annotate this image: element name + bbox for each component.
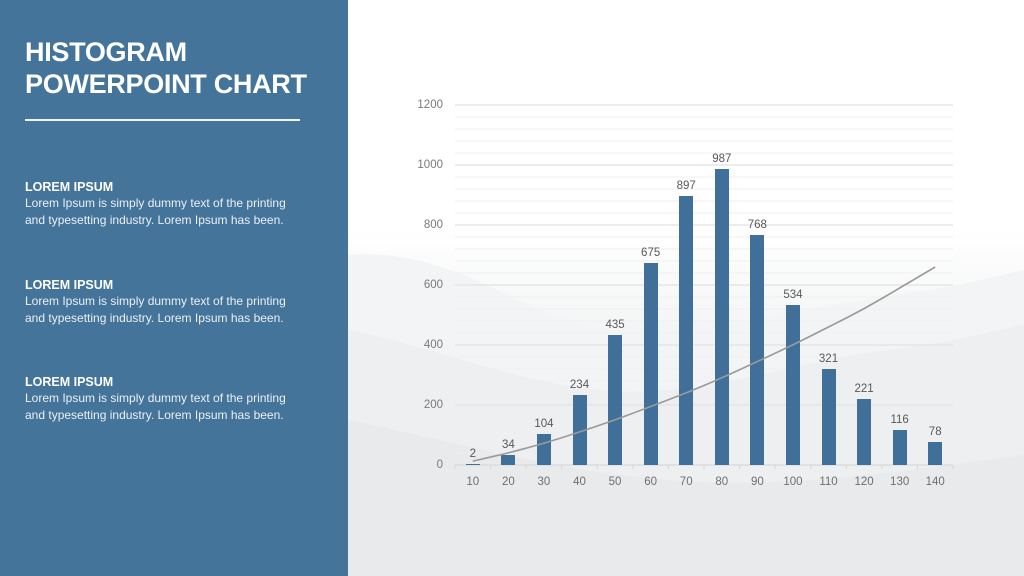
histogram-bar [785,304,800,465]
y-axis-tick-label: 0 [436,459,443,471]
x-axis-tick-label: 70 [679,476,693,488]
histogram-bar [501,454,516,465]
block-text-line: and typesetting industry. Lorem Ipsum ha… [25,408,284,422]
x-axis-tick-label: 60 [644,476,658,488]
bar-data-label: 534 [783,288,803,301]
bar-data-label: 321 [818,352,839,365]
bar-data-label: 435 [605,318,625,331]
x-axis-tick-label: 30 [537,476,551,488]
bar-data-label: 34 [501,438,515,451]
histogram-bar [821,368,836,465]
block-text-line: and typesetting industry. Lorem Ipsum ha… [25,311,284,325]
page-title: HISTOGRAM POWERPOINT CHART [25,36,345,100]
y-axis-tick-label: 400 [423,339,443,351]
histogram-bar [608,334,623,465]
x-axis-tick-label: 20 [501,476,515,488]
histogram-bar [714,168,729,465]
x-axis-tick-label: 50 [608,476,622,488]
bar-data-label: 897 [676,179,696,192]
x-axis-tick-label: 10 [466,476,480,488]
bar-data-label: 2 [469,448,476,460]
x-axis-tick-label: 40 [573,476,586,488]
x-axis-tick-label: 110 [819,476,838,488]
bar-data-label: 116 [890,414,909,427]
histogram-bar [892,430,907,465]
title-line-2: POWERPOINT CHART [25,69,307,99]
histogram-bar [465,464,480,465]
bar-data-label: 221 [854,382,874,395]
histogram-bar [572,394,587,465]
histogram-bar [679,195,694,465]
bar-data-label: 234 [569,378,590,391]
text-block-1: LOREM IPSUM Lorem Ipsum is simply dummy … [25,179,325,229]
block-text-line: Lorem Ipsum is simply dummy text of the … [25,294,286,308]
block-heading: LOREM IPSUM [25,278,114,292]
block-heading: LOREM IPSUM [25,180,114,194]
text-block-2: LOREM IPSUM Lorem Ipsum is simply dummy … [25,277,325,327]
x-axis-tick-label: 90 [750,476,764,488]
bar-data-label: 675 [641,246,661,259]
text-block-3: LOREM IPSUM Lorem Ipsum is simply dummy … [25,374,325,424]
x-axis-tick-label: 80 [715,476,729,488]
y-axis-tick-label: 200 [423,399,443,411]
bar-data-label: 987 [712,152,732,165]
bar-data-label: 78 [928,425,942,438]
x-axis-tick-label: 140 [925,476,945,488]
histogram-bar [643,262,658,465]
histogram-bar [750,234,765,465]
trendline [472,266,936,462]
trendline-overlay [472,266,936,462]
histogram-chart: 0 200 400 600 800 1000 1200 2 10 34 20 104 30 234 40 43… [348,0,1024,576]
block-text-line: Lorem Ipsum is simply dummy text of the … [25,391,286,405]
y-axis-tick-label: 1000 [417,159,443,171]
x-axis-tick-label: 130 [890,476,910,488]
x-axis-tick-label: 120 [854,476,874,488]
title-line-1: HISTOGRAM [25,37,187,67]
y-axis-tick-label: 800 [423,219,443,231]
title-divider [25,119,300,121]
histogram-bar [857,398,872,465]
bar-data-label: 768 [747,218,767,231]
sidebar-panel: HISTOGRAM POWERPOINT CHART LOREM IPSUM L… [0,0,348,576]
bar-data-label: 104 [534,417,554,430]
x-axis-tick-label: 100 [783,476,803,488]
y-axis-tick-label: 600 [423,279,443,291]
block-heading: LOREM IPSUM [25,375,114,389]
block-text-line: and typesetting industry. Lorem Ipsum ha… [25,213,284,227]
histogram-bar [928,441,943,465]
y-axis-tick-label: 1200 [417,99,443,111]
block-text-line: Lorem Ipsum is simply dummy text of the … [25,196,286,210]
